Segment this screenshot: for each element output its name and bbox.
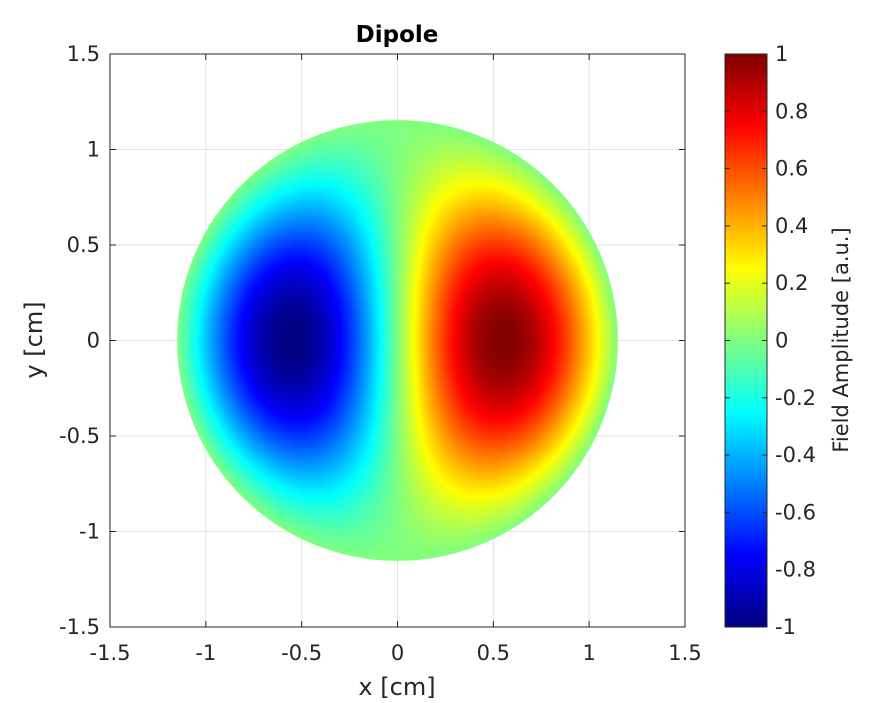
colorbar-tick-label: 1 <box>775 42 788 66</box>
y-tick-label: -0.5 <box>59 424 100 448</box>
x-axis-label: x [cm] <box>358 673 435 701</box>
x-tick-label: 0 <box>391 641 404 665</box>
y-axis-label: y [cm] <box>20 301 48 378</box>
colorbar-tick-label: 0.2 <box>775 271 808 295</box>
colorbar-tick-label: 0.8 <box>775 99 808 123</box>
y-axis-ticks: -1.5 -1 -0.5 0 0.5 1 1.5 <box>59 42 685 639</box>
colorbar-tick-label: -1 <box>775 615 796 639</box>
colorbar-tick-label: -0.2 <box>775 386 816 410</box>
x-tick-label: 1 <box>582 641 595 665</box>
y-tick-label: 1.5 <box>67 42 100 66</box>
x-tick-label: -0.5 <box>281 641 322 665</box>
y-tick-label: -1 <box>79 520 100 544</box>
y-tick-label: 1 <box>87 138 100 162</box>
y-tick-label: 0 <box>87 329 100 353</box>
y-tick-label: 0.5 <box>67 233 100 257</box>
chart-title: Dipole <box>356 22 439 48</box>
x-tick-label: 1.5 <box>668 641 701 665</box>
colorbar-ticks: -1 -0.8 -0.6 -0.4 -0.2 0 0.2 0.4 0.6 0.8 1 <box>725 42 816 639</box>
y-tick-label: -1.5 <box>59 615 100 639</box>
colorbar-tick-label: 0.6 <box>775 157 808 181</box>
colorbar-tick-label: 0.4 <box>775 214 808 238</box>
colorbar-label: Field Amplitude [a.u.] <box>829 227 853 452</box>
x-tick-label: 0.5 <box>477 641 510 665</box>
x-tick-label: -1 <box>195 641 216 665</box>
colorbar <box>724 53 768 628</box>
colorbar-tick-label: -0.6 <box>775 500 816 524</box>
colorbar-tick-label: -0.4 <box>775 443 816 467</box>
dipole-field-heatmap <box>177 120 618 561</box>
colorbar-tick-label: -0.8 <box>775 558 816 582</box>
x-axis-ticks: -1.5 -1 -0.5 0 0.5 1 1.5 <box>90 54 702 665</box>
x-tick-label: -1.5 <box>90 641 131 665</box>
colorbar-tick-label: 0 <box>775 329 788 353</box>
